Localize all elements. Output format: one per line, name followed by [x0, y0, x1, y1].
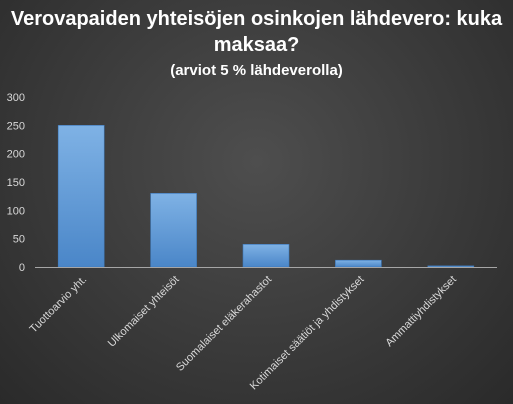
y-axis: 0 50 100 150 200 250 300: [7, 92, 25, 274]
x-tick-label: Suomalaiset eläkerahastot: [174, 274, 274, 374]
chart-subtitle: (arviot 5 % lähdeverolla): [170, 62, 343, 79]
chart-title: Verovapaiden yhteisöjen osinkojen lähdev…: [0, 6, 513, 82]
x-tick-label: Tuottoarvio yht.: [28, 274, 90, 336]
bar: [150, 193, 197, 268]
y-tick-label: 150: [7, 177, 25, 189]
bar: [242, 244, 290, 268]
y-tick-label: 300: [7, 92, 25, 104]
x-tick-label: Kotimaiset säätiöt ja yhdistykset: [248, 274, 367, 393]
bar: [335, 259, 382, 268]
chart-title-text: Verovapaiden yhteisöjen osinkojen lähdev…: [10, 8, 503, 56]
y-tick-label: 250: [7, 120, 25, 132]
y-tick-label: 0: [19, 262, 25, 274]
bar: [427, 265, 475, 268]
y-tick-label: 200: [7, 149, 25, 161]
x-tick-label: Ulkomaiset yhteisöt: [106, 274, 182, 350]
bar: [57, 125, 105, 268]
bars-group: [57, 125, 475, 268]
y-tick-label: 50: [13, 234, 25, 246]
y-tick-label: 100: [7, 205, 25, 217]
x-tick-label: Ammattiyhdistykset: [383, 274, 458, 349]
x-axis-labels: Tuottoarvio yht. Ulkomaiset yhteisötSuoma…: [28, 274, 459, 393]
